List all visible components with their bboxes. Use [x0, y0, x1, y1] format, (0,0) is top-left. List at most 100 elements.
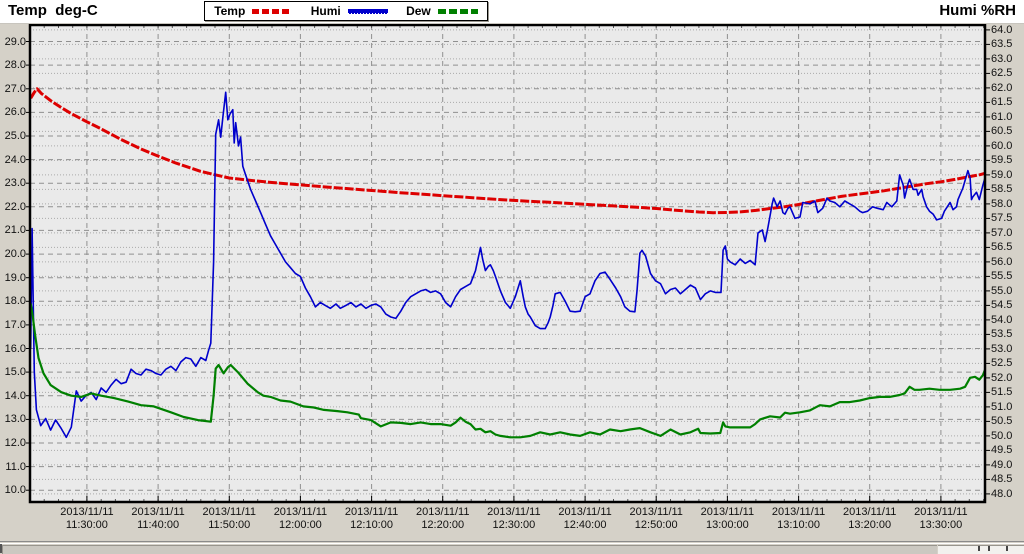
y-left-tick-label: 18.0	[4, 295, 26, 308]
legend: Temp Humi Dew	[204, 1, 488, 21]
y-right-tick-label: 50.5	[991, 415, 1013, 428]
y-right-tick-label: 53.0	[991, 342, 1013, 355]
legend-item-dew: Dew	[406, 4, 478, 18]
y-left-tick-label: 10.0	[4, 484, 26, 497]
y-left-tick-label: 22.0	[4, 200, 26, 213]
x-tick-time: 13:20:00	[848, 519, 892, 531]
y-right-tick-label: 54.5	[991, 299, 1013, 312]
x-tick-time: 12:30:00	[492, 519, 536, 531]
y-left-tick-label: 12.0	[4, 436, 26, 449]
y-right-tick-label: 63.5	[991, 38, 1013, 51]
left-axis-title: Temp deg-C	[8, 2, 98, 19]
y-right-tick-label: 62.5	[991, 67, 1013, 80]
chart-header: Temp deg-C Temp Humi Dew Humi %RH	[0, 0, 1024, 24]
x-tick-time: 11:40:00	[137, 519, 180, 531]
x-tick-label: 2013/11/11 12:10:00	[327, 506, 417, 532]
y-right-tick-label: 61.5	[991, 96, 1013, 109]
y-right-tick-label: 51.0	[991, 400, 1013, 413]
legend-label-dew: Dew	[406, 4, 431, 18]
y-right-tick-label: 49.5	[991, 444, 1013, 457]
y-left-tick-label: 27.0	[4, 82, 26, 95]
legend-label-humi: Humi	[310, 4, 341, 18]
x-tick-date: 2013/11/11	[60, 506, 114, 518]
y-right-tick-label: 55.5	[991, 270, 1013, 283]
x-tick-date: 2013/11/11	[416, 506, 470, 518]
x-tick-date: 2013/11/11	[344, 506, 399, 518]
x-tick-label: 2013/11/11 13:30:00	[896, 506, 986, 532]
cutoff-glyph	[988, 546, 990, 551]
y-right-tick-label: 58.0	[991, 197, 1013, 210]
x-tick-time: 11:30:00	[65, 519, 108, 531]
y-right-tick-label: 52.5	[991, 357, 1013, 370]
y-right-tick-label: 50.0	[991, 429, 1013, 442]
x-tick-time: 13:30:00	[919, 519, 963, 531]
x-tick-time: 11:50:00	[208, 519, 251, 531]
x-tick-date: 2013/11/11	[131, 506, 185, 518]
y-right-tick-label: 56.5	[991, 241, 1013, 254]
x-tick-label: 2013/11/11 12:40:00	[540, 506, 630, 532]
y-left-tick-label: 19.0	[4, 271, 26, 284]
x-tick-time: 12:50:00	[634, 519, 678, 531]
y-right-tick-label: 57.5	[991, 212, 1013, 225]
y-left-tick-label: 28.0	[4, 59, 26, 72]
y-left-tick-label: 15.0	[4, 366, 26, 379]
x-tick-date: 2013/11/11	[629, 506, 683, 518]
legend-item-humi: Humi	[311, 4, 388, 18]
y-right-tick-label: 56.0	[991, 255, 1013, 268]
y-left-tick-label: 23.0	[4, 177, 26, 190]
x-tick-time: 13:00:00	[705, 519, 749, 531]
y-right-tick-label: 59.0	[991, 168, 1013, 181]
y-right-tick-label: 53.5	[991, 328, 1013, 341]
temp-line-swatch-icon	[252, 8, 293, 14]
scrollbar-left-edge	[0, 544, 2, 553]
y-right-tick-label: 63.0	[991, 52, 1013, 65]
x-tick-label: 2013/11/11 11:30:00	[42, 506, 132, 532]
x-tick-label: 2013/11/11 12:00:00	[255, 506, 345, 532]
humi-line-swatch-icon	[347, 8, 388, 14]
x-tick-time: 13:10:00	[777, 519, 820, 531]
cutoff-glyph	[1006, 546, 1008, 551]
scrollbar-track[interactable]	[2, 545, 937, 554]
y-right-tick-label: 49.0	[991, 458, 1013, 471]
y-left-tick-label: 16.0	[4, 342, 26, 355]
y-right-tick-label: 59.5	[991, 154, 1013, 167]
x-tick-time: 12:20:00	[421, 519, 465, 531]
scrollbar-highlight	[0, 543, 1024, 544]
y-left-tick-label: 26.0	[4, 106, 26, 119]
x-tick-time: 12:40:00	[563, 519, 607, 531]
y-right-tick-label: 55.0	[991, 284, 1013, 297]
x-tick-label: 2013/11/11 13:10:00	[754, 506, 844, 532]
y-right-tick-label: 48.5	[991, 473, 1013, 486]
cutoff-glyph	[978, 546, 980, 551]
plot-svg	[26, 23, 990, 504]
y-right-tick-label: 51.5	[991, 386, 1013, 399]
y-right-tick-label: 64.0	[991, 23, 1013, 36]
legend-item-temp: Temp	[214, 4, 293, 18]
y-left-tick-label: 17.0	[4, 318, 26, 331]
y-left-tick-label: 13.0	[4, 413, 26, 426]
y-right-tick-label: 62.0	[991, 81, 1013, 94]
series-humi-line	[29, 91, 986, 439]
y-left-tick-label: 29.0	[4, 35, 26, 48]
y-left-tick-label: 25.0	[4, 129, 26, 142]
y-right-tick-label: 60.5	[991, 125, 1013, 138]
y-right-tick-label: 48.0	[991, 487, 1013, 500]
y-right-tick-label: 52.0	[991, 371, 1013, 384]
x-tick-time: 12:10:00	[350, 519, 393, 531]
series-temp-line	[29, 87, 986, 215]
y-right-tick-label: 58.5	[991, 183, 1013, 196]
x-tick-date: 2013/11/11	[273, 506, 328, 518]
y-right-tick-label: 60.0	[991, 139, 1013, 152]
right-axis-title: Humi %RH	[939, 2, 1016, 19]
y-right-tick-label: 54.0	[991, 313, 1013, 326]
horizontal-scrollbar[interactable]	[0, 541, 1024, 554]
x-tick-label: 2013/11/11 12:20:00	[398, 506, 488, 532]
x-tick-label: 2013/11/11 11:40:00	[113, 506, 203, 532]
series-dew-line	[29, 303, 987, 439]
scrollbar-right-panel	[938, 545, 1024, 554]
x-tick-date: 2013/11/11	[487, 506, 541, 518]
y-right-tick-label: 57.0	[991, 226, 1013, 239]
y-left-tick-label: 11.0	[5, 460, 26, 473]
x-tick-date: 2013/11/11	[771, 506, 826, 518]
